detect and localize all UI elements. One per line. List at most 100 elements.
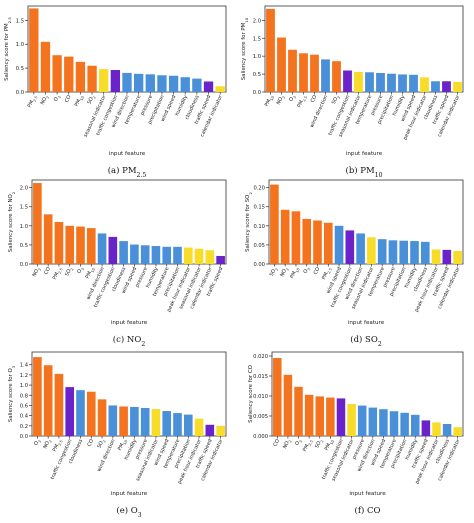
x-tick-label: SO2​ — [86, 94, 96, 105]
bar-pm10 — [291, 211, 301, 264]
bar-pressure — [376, 73, 385, 92]
bar-pressure — [145, 74, 155, 92]
y-tick-label: 0.020 — [253, 354, 268, 360]
bar-precipitation — [183, 414, 193, 436]
y-axis-label: Saliency score for CO — [248, 365, 254, 423]
x-tick-label: SO2​ — [96, 438, 106, 449]
x-tick-label: PM2.5​ — [296, 94, 308, 109]
bar-wind-direction — [356, 233, 365, 264]
x-tick-label: PM2.5​ — [321, 266, 333, 281]
axes-frame — [31, 179, 227, 265]
bar-wind-speed — [168, 75, 179, 92]
axes-frame — [264, 5, 464, 93]
bar-pressure — [357, 405, 367, 436]
bar-cloudiness — [442, 424, 452, 436]
x-tick-label: CO — [87, 438, 96, 447]
y-tick-label: 1.5 — [253, 36, 261, 42]
y-tick-label: 0.05 — [253, 243, 265, 249]
bar-temperature — [389, 411, 399, 436]
x-axis-label: input feature — [111, 491, 148, 497]
bar-seasonal-indicator — [354, 71, 363, 92]
x-tick-label: NO2​ — [42, 438, 53, 450]
bar-seasonal-indicator — [151, 409, 161, 436]
bar-cloudiness — [119, 241, 128, 264]
bar-calendar-indicator — [205, 250, 215, 264]
bar-peak-hour-indicator — [183, 247, 193, 264]
x-tick-label: O3​ — [76, 266, 85, 275]
y-tick-label: 1.5 — [20, 205, 28, 211]
bar-co — [43, 214, 53, 264]
panel-caption: (a) PM2.5​ — [108, 165, 147, 179]
bar-no2 — [283, 374, 293, 436]
bar-no2 — [277, 37, 286, 92]
bar-wind-direction — [368, 407, 378, 436]
y-tick-label: 2.0 — [253, 18, 261, 24]
y-tick-label: 1.0 — [20, 383, 28, 389]
y-tick-label: 2.0 — [20, 186, 28, 192]
bar-precipitation — [399, 240, 409, 264]
bar-temperature — [162, 246, 172, 264]
bar-traffic-speed — [216, 255, 225, 264]
bar-pressure — [140, 408, 150, 436]
bar-pm2-5 — [29, 8, 39, 93]
y-tick-label: 1.4 — [20, 363, 29, 369]
y-axis-label: Saliency score for PM2.5​ — [4, 17, 12, 81]
bar-wind-speed — [334, 225, 344, 264]
bar-o3 — [294, 386, 303, 436]
bar-o3 — [302, 218, 312, 264]
bar-no2 — [43, 365, 53, 436]
bar-wind-direction — [108, 405, 118, 436]
y-tick-label: 1.5 — [16, 18, 24, 24]
x-tick-label: PM10​ — [264, 94, 276, 108]
bar-temperature — [133, 73, 144, 92]
bar-peak-hour-indicator — [432, 422, 441, 436]
bar-traffic-congestion — [108, 236, 118, 264]
x-tick-label: NO2​ — [276, 94, 287, 106]
x-axis-label: input feature — [348, 320, 385, 326]
x-tick-label: O3​ — [33, 438, 42, 447]
panel-caption: (d) SO2​ — [350, 334, 382, 348]
bar-traffic-speed — [203, 81, 214, 92]
bar-wind-direction — [122, 72, 132, 92]
y-tick-label: 0.15 — [253, 205, 265, 211]
bar-cloudiness — [76, 390, 85, 436]
y-axis-label: Saliency score for SO2​ — [245, 192, 253, 252]
y-tick-label: 0.010 — [253, 394, 268, 400]
x-tick-label: PM10​ — [85, 266, 97, 280]
bar-calendar-indicator — [453, 81, 462, 92]
bar-pm2-5 — [54, 222, 64, 264]
x-axis-label: input feature — [346, 151, 383, 157]
axes-frame — [271, 351, 464, 437]
bar-peak-hour-indicator — [194, 418, 204, 436]
bar-humidity — [410, 241, 419, 264]
x-tick-label: PM10​ — [74, 94, 86, 108]
y-tick-label: 0.5 — [16, 66, 24, 72]
y-tick-label: 1.0 — [253, 54, 261, 60]
bar-peak-hour-indicator — [431, 249, 441, 264]
x-tick-label: PM2.5​ — [302, 438, 314, 453]
chart-panel-3: 0.00 0.05 0.10 0.15 0.20 SO2​NO2​PM10​O3​ COPM… — [245, 179, 464, 348]
bar-traffic-congestion — [343, 70, 352, 92]
y-tick-label: 1.0 — [16, 42, 24, 48]
bar-so2 — [270, 184, 279, 264]
bar-precipitation — [173, 246, 182, 264]
bar-temperature — [377, 239, 387, 264]
y-tick-label: 0.4 — [20, 414, 29, 420]
bar-pm10 — [266, 8, 275, 92]
x-tick-label: NO2​ — [32, 266, 43, 278]
bar-humidity — [180, 77, 190, 92]
x-axis-label: input feature — [111, 320, 148, 326]
bar-co — [64, 56, 74, 92]
bar-so2 — [65, 225, 75, 264]
bar-pm10 — [119, 406, 128, 436]
bar-no2 — [280, 209, 290, 264]
x-tick-label: NO2​ — [40, 94, 51, 106]
bar-pm2-5 — [299, 53, 308, 92]
bar-pm2-5 — [54, 373, 64, 436]
bar-cloudiness — [192, 78, 202, 92]
bar-o3 — [76, 226, 85, 264]
y-tick-label: 0.0 — [20, 434, 28, 440]
bar-pm10 — [326, 397, 335, 436]
